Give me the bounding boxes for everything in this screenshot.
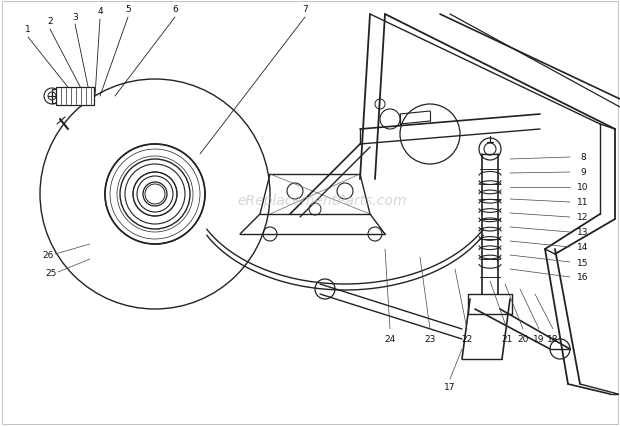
Text: 18: 18 bbox=[547, 335, 559, 344]
Text: 1: 1 bbox=[25, 26, 31, 35]
Text: 13: 13 bbox=[577, 228, 589, 237]
Text: 2: 2 bbox=[47, 17, 53, 26]
Text: 8: 8 bbox=[580, 153, 586, 162]
Text: 3: 3 bbox=[72, 12, 78, 21]
Text: 26: 26 bbox=[42, 250, 54, 259]
Text: 20: 20 bbox=[517, 335, 529, 344]
Text: 6: 6 bbox=[172, 6, 178, 14]
Text: 12: 12 bbox=[577, 213, 588, 222]
Text: 16: 16 bbox=[577, 273, 589, 282]
Text: 22: 22 bbox=[461, 335, 472, 344]
Text: eReplacementParts.com: eReplacementParts.com bbox=[237, 193, 407, 207]
Text: 23: 23 bbox=[424, 335, 436, 344]
Text: 21: 21 bbox=[502, 335, 513, 344]
Text: 17: 17 bbox=[445, 383, 456, 391]
Text: 14: 14 bbox=[577, 243, 588, 252]
Text: 25: 25 bbox=[45, 268, 56, 277]
Text: 15: 15 bbox=[577, 258, 589, 267]
Text: 11: 11 bbox=[577, 198, 589, 207]
Text: 10: 10 bbox=[577, 183, 589, 192]
Text: 5: 5 bbox=[125, 6, 131, 14]
Text: 24: 24 bbox=[384, 335, 396, 344]
Text: 9: 9 bbox=[580, 168, 586, 177]
Bar bbox=[56, 88, 94, 106]
Text: 7: 7 bbox=[302, 6, 308, 14]
Text: 19: 19 bbox=[533, 335, 545, 344]
Text: 4: 4 bbox=[97, 8, 103, 17]
